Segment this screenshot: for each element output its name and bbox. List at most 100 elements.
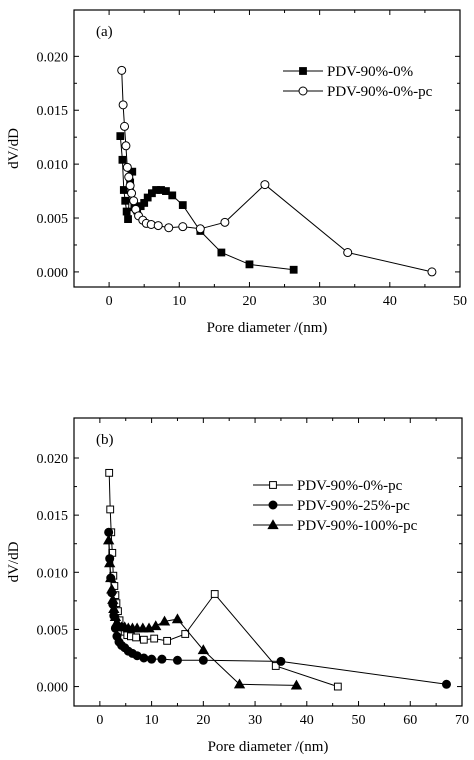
data-point — [150, 620, 162, 631]
x-tick-label: 20 — [242, 294, 256, 309]
data-point — [124, 215, 132, 223]
y-tick-label: 0.005 — [37, 212, 69, 227]
data-point — [271, 662, 280, 670]
series-1 — [117, 65, 437, 277]
data-point — [343, 248, 353, 258]
x-tick-label: 30 — [248, 713, 262, 728]
x-tick-label: 10 — [145, 713, 159, 728]
data-point — [121, 141, 131, 151]
x-tick-label: 70 — [455, 713, 469, 728]
data-point — [217, 248, 226, 257]
data-point — [143, 193, 152, 202]
y-tick-label: 0.005 — [37, 623, 69, 638]
legend-entry: PDV-90%-25%-pc — [253, 498, 410, 514]
data-point — [107, 593, 119, 604]
legend-entry: PDV-90%-0%-pc — [283, 84, 433, 100]
data-point — [120, 121, 130, 131]
plot-frame — [73, 417, 463, 707]
legend-entry: PDV-90%-0%-pc — [253, 478, 403, 494]
y-tick-label: 0.000 — [37, 266, 69, 281]
legend-marker — [299, 67, 307, 75]
series-2 — [102, 534, 303, 690]
data-point — [129, 196, 139, 206]
y-tick-label: 0.020 — [37, 50, 69, 65]
data-point — [197, 644, 209, 655]
data-point — [290, 679, 303, 690]
legend-marker — [268, 500, 278, 510]
legend-label: PDV-90%-0%-pc — [327, 84, 433, 100]
y-axis-label: dV/dD — [6, 128, 22, 169]
data-point — [178, 222, 188, 232]
series-line — [121, 70, 433, 273]
data-point — [171, 613, 184, 624]
x-tick-label: 50 — [453, 294, 467, 309]
data-point — [441, 679, 451, 689]
data-point — [125, 181, 135, 191]
legend-label: PDV-90%-0%-pc — [297, 478, 403, 494]
data-point — [106, 583, 118, 594]
x-tick-label: 60 — [403, 713, 417, 728]
data-point — [127, 188, 137, 198]
data-point — [427, 267, 437, 277]
x-tick-label: 50 — [352, 713, 366, 728]
data-point — [198, 655, 208, 665]
data-point — [117, 65, 127, 75]
data-point — [119, 186, 128, 194]
data-point — [147, 654, 157, 664]
data-point — [178, 201, 187, 209]
x-tick-label: 10 — [172, 294, 186, 309]
y-tick-label: 0.000 — [37, 681, 69, 696]
data-point — [158, 615, 171, 626]
x-axis-label: Pore diameter /(nm) — [207, 320, 328, 336]
data-point — [102, 534, 115, 545]
legend-marker — [298, 86, 308, 96]
panel-label: (a) — [96, 24, 113, 40]
y-tick-label: 0.015 — [37, 104, 69, 119]
data-point — [121, 196, 130, 205]
data-point — [118, 100, 128, 110]
x-tick-label: 40 — [300, 713, 314, 728]
y-tick-label: 0.010 — [37, 566, 69, 581]
x-tick-label: 30 — [313, 294, 327, 309]
data-point — [124, 172, 134, 182]
x-tick-label: 40 — [383, 294, 397, 309]
plot-frame — [73, 9, 461, 288]
chart-a: 0 10 20 30 40 50 0.000 0.005 0.010 0.015 0.020 (a) P… — [6, 9, 467, 336]
data-point — [333, 682, 342, 691]
y-tick-label: 0.020 — [37, 452, 69, 467]
data-point — [260, 180, 270, 190]
data-point — [168, 191, 177, 200]
data-point — [164, 223, 174, 233]
data-point — [153, 221, 163, 231]
series-1 — [104, 527, 451, 689]
data-point — [105, 468, 114, 477]
x-tick-label: 0 — [106, 294, 113, 309]
legend-label: PDV-90%-100%-pc — [297, 518, 418, 534]
data-point — [106, 505, 115, 514]
legend-marker — [267, 519, 279, 530]
y-tick-label: 0.015 — [37, 509, 69, 524]
panel-label: (b) — [96, 432, 114, 448]
legend-label: PDV-90%-25%-pc — [297, 498, 410, 514]
data-point — [245, 260, 254, 269]
data-point — [104, 557, 116, 568]
chart-b: 0 10 20 30 40 50 60 70 0.000 0.005 0.010 0.015 0.020… — [6, 417, 469, 755]
series-0 — [116, 132, 298, 274]
data-point — [118, 155, 127, 164]
data-point — [181, 630, 190, 638]
data-point — [276, 656, 286, 666]
data-point — [108, 603, 120, 613]
legend-label: PDV-90%-0% — [327, 64, 413, 80]
legend-entry: PDV-90%-100%-pc — [253, 518, 418, 534]
y-tick-label: 0.010 — [37, 158, 69, 173]
data-point — [116, 132, 125, 141]
legend-entry: PDV-90%-0% — [283, 64, 413, 80]
data-point — [132, 633, 140, 642]
data-point — [233, 678, 246, 689]
legend-marker — [269, 481, 277, 489]
data-point — [163, 636, 172, 645]
data-point — [172, 655, 182, 665]
y-axis-label: dV/dD — [6, 541, 22, 582]
data-point — [220, 217, 230, 227]
x-tick-label: 0 — [96, 713, 103, 728]
